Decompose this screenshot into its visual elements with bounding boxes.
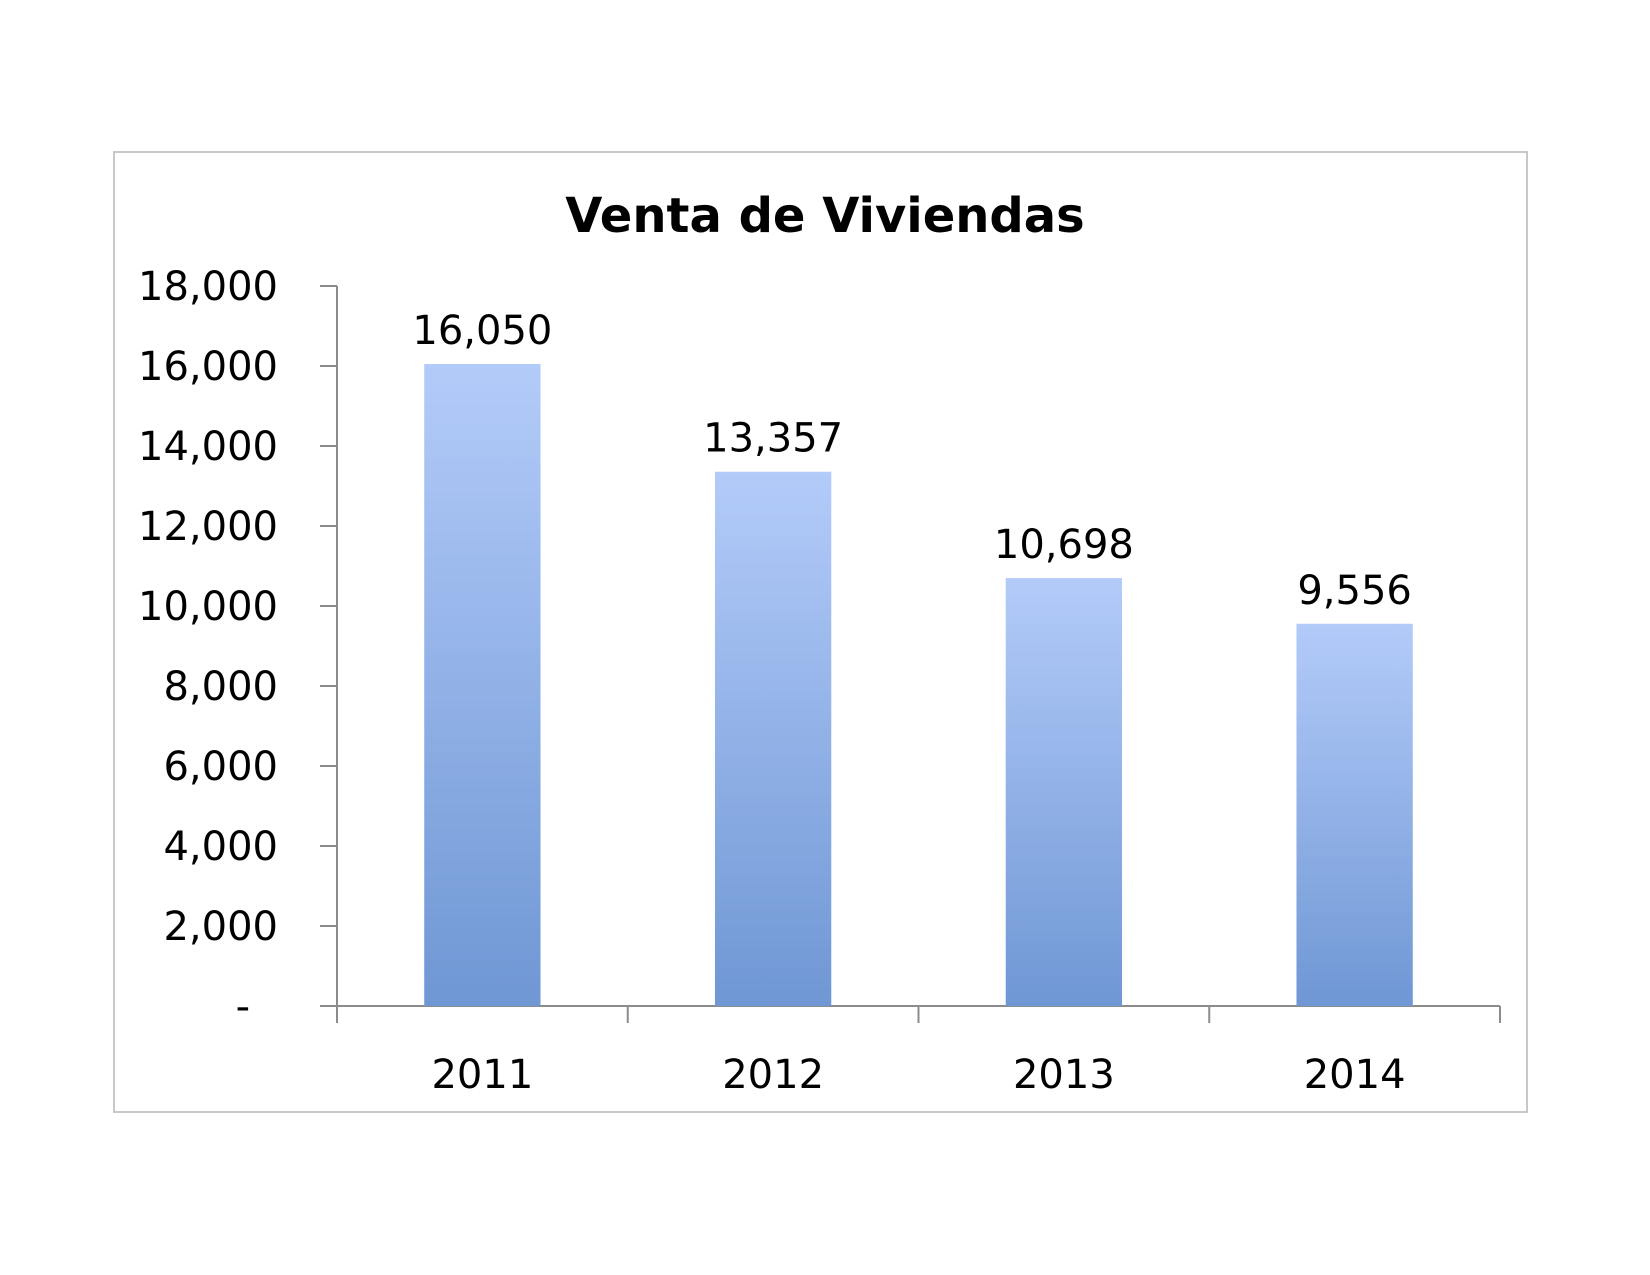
y-tick-label: 16,000 — [138, 344, 278, 390]
bar — [714, 471, 832, 1007]
y-tick-label: 4,000 — [163, 824, 278, 870]
bar — [1296, 623, 1413, 1006]
y-axis: - 2,000 4,000 6,000 8,000 10,000 12,000 14,000 1… — [138, 264, 338, 1030]
x-tick-label: 2013 — [1013, 1052, 1115, 1098]
data-label: 9,556 — [1297, 568, 1412, 614]
x-tick-label: 2012 — [722, 1052, 824, 1098]
chart-title: Venta de Viviendas — [565, 188, 1084, 244]
bar — [424, 364, 541, 1006]
y-tick-label: - — [236, 984, 250, 1030]
data-label: 13,357 — [703, 416, 843, 462]
y-tick-label: 10,000 — [138, 584, 278, 630]
y-tick-label: 18,000 — [138, 264, 278, 310]
y-tick-label: 8,000 — [163, 664, 278, 710]
y-tick-label: 2,000 — [163, 904, 278, 950]
bars — [424, 364, 1413, 1007]
data-labels: 16,050 13,357 10,698 9,556 — [412, 308, 1411, 614]
bar — [1005, 578, 1123, 1006]
x-tick-label: 2014 — [1304, 1052, 1406, 1098]
x-axis: 2011 2012 2013 2014 — [336, 1005, 1501, 1098]
data-label: 16,050 — [412, 308, 552, 354]
y-tick-label: 14,000 — [138, 424, 278, 470]
data-label: 10,698 — [994, 522, 1134, 568]
y-tick-label: 6,000 — [163, 744, 278, 790]
y-tick-label: 12,000 — [138, 504, 278, 550]
x-tick-label: 2011 — [431, 1052, 533, 1098]
